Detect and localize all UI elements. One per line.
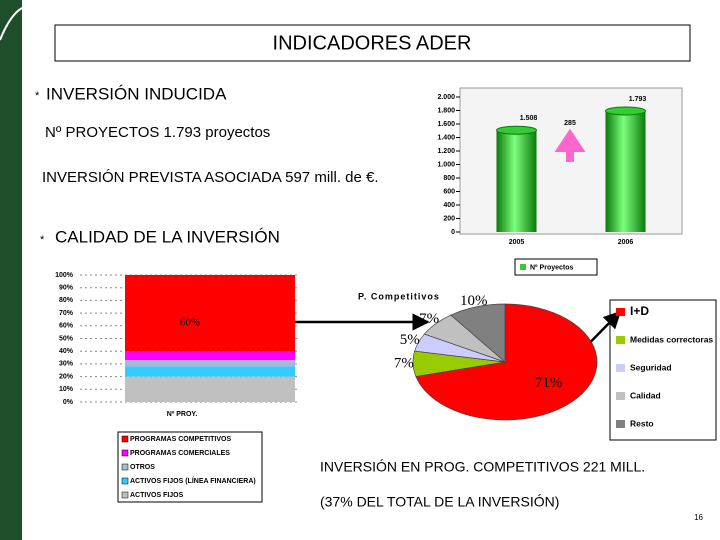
- legend-label: Resto: [630, 418, 654, 428]
- section-heading: CALIDAD DE LA INVERSIÓN: [55, 227, 280, 246]
- y-tick-label: 400: [443, 202, 455, 209]
- x-tick-label: 2006: [618, 239, 634, 246]
- x-tick-label: Nº PROY.: [167, 411, 198, 418]
- y-tick-label: 1.400: [437, 134, 455, 141]
- y-tick-label: 50%: [59, 335, 74, 342]
- bar-segment: [125, 376, 295, 402]
- pie-slice: [415, 303, 598, 421]
- value-label: 7%: [394, 355, 414, 371]
- legend-swatch: [616, 336, 625, 344]
- y-tick-label: 20%: [59, 373, 74, 380]
- y-tick-label: 60%: [59, 323, 74, 330]
- y-tick-label: 10%: [59, 386, 74, 393]
- y-tick-label: 1.800: [437, 107, 455, 114]
- legend-box: [609, 299, 717, 441]
- legend-swatch: [616, 420, 625, 428]
- side-curve: [0, 7, 23, 41]
- y-tick-label: 200: [443, 215, 455, 222]
- legend-swatch: [121, 463, 129, 471]
- slide-title: INDICADORES ADER: [273, 32, 472, 54]
- value-label: 7%: [419, 311, 439, 327]
- legend-swatch: [121, 491, 129, 499]
- text-line: Nº PROYECTOS 1.793 proyectos: [45, 124, 270, 141]
- y-tick-label: 2.000: [437, 94, 455, 101]
- text-line: (37% DEL TOTAL DE LA INVERSIÓN): [320, 494, 559, 510]
- side-band: [0, 0, 22, 540]
- y-tick-label: 40%: [59, 348, 74, 355]
- legend-label: ACTIVOS FIJOS (LÍNEA FINANCIERA): [130, 476, 256, 485]
- y-tick-label: 1.000: [437, 161, 455, 168]
- annotation: 285: [564, 120, 576, 127]
- value-label: 5%: [400, 332, 420, 348]
- legend-label: OTROS: [130, 464, 155, 471]
- y-tick-label: 1.600: [437, 121, 455, 128]
- bar-segment: [125, 360, 295, 367]
- y-tick-label: 600: [443, 188, 455, 195]
- bar-segment: [125, 366, 295, 377]
- legend-label: PROGRAMAS COMERCIALES: [130, 450, 230, 457]
- legend-swatch: [616, 308, 625, 316]
- legend-swatch: [121, 477, 129, 485]
- y-tick-label: 30%: [59, 361, 74, 368]
- section-heading: INVERSIÓN INDUCIDA: [46, 84, 227, 103]
- bar-top: [496, 125, 537, 135]
- y-tick-label: 0: [451, 229, 455, 236]
- legend-box: [117, 431, 263, 503]
- legend-label: Nº Proyectos: [530, 264, 574, 271]
- legend-swatch: [616, 392, 625, 400]
- increase-arrow: [554, 128, 586, 162]
- bar: [605, 110, 646, 232]
- page-number: 16: [694, 513, 703, 522]
- legend-swatch: [121, 435, 129, 443]
- bullet: *: [35, 90, 40, 102]
- text-line: INVERSIÓN PREVISTA ASOCIADA 597 mill. de…: [42, 169, 379, 186]
- bar-segment: [125, 275, 295, 352]
- value-label: 71%: [535, 375, 563, 391]
- value-label: 1.793: [629, 96, 647, 103]
- legend-label: ACTIVOS FIJOS: [130, 492, 184, 499]
- legend-swatch: [616, 364, 625, 372]
- y-tick-label: 0%: [63, 399, 74, 406]
- bar-top: [605, 106, 646, 116]
- y-tick-label: 800: [443, 175, 455, 182]
- bar: [496, 130, 537, 232]
- legend-swatch: [121, 449, 129, 457]
- bullet: *: [40, 234, 45, 246]
- value-label: 1.508: [520, 115, 538, 122]
- value-label: 10%: [460, 293, 488, 309]
- legend-label: PROGRAMAS COMPETITIVOS: [130, 436, 231, 443]
- legend-swatch: [520, 264, 526, 270]
- y-tick-label: 80%: [59, 297, 74, 304]
- y-tick-label: 100%: [55, 272, 74, 279]
- legend-label: Calidad: [630, 390, 661, 400]
- legend-box: [514, 258, 598, 276]
- pie-slice: [450, 303, 506, 363]
- y-tick-label: 1.200: [437, 148, 455, 155]
- value-label: 60%: [180, 317, 200, 329]
- y-tick-label: 90%: [59, 285, 74, 292]
- chart-title: P. Competitivos: [358, 291, 440, 301]
- legend-label: Seguridad: [630, 362, 672, 372]
- text-line: INVERSIÓN EN PROG. COMPETITIVOS 221 MILL…: [320, 459, 645, 475]
- legend-label: Medidas correctoras: [630, 334, 713, 344]
- title-box: [54, 24, 691, 62]
- y-tick-label: 70%: [59, 310, 74, 317]
- legend-label: I+D: [630, 304, 649, 318]
- bar-segment: [125, 351, 295, 361]
- x-tick-label: 2005: [509, 239, 525, 246]
